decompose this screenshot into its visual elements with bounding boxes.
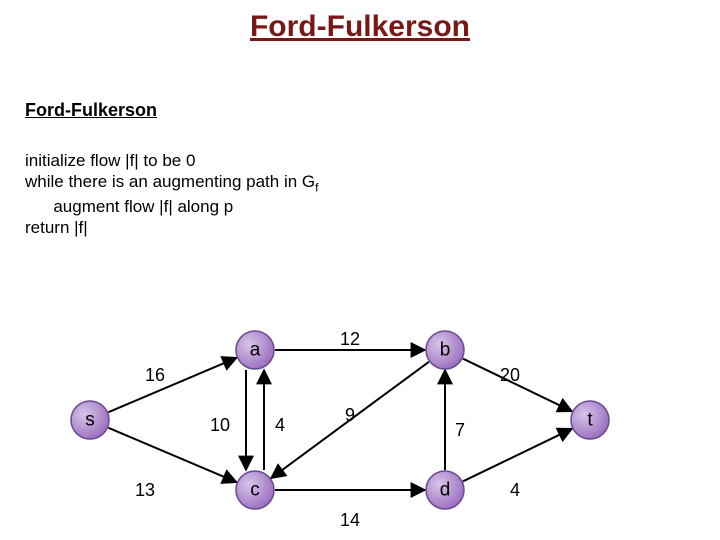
edge-label-a-c: 10: [210, 415, 230, 436]
pseudocode-line: while there is an augmenting path in Gf: [25, 171, 318, 195]
node-label-c: c: [250, 480, 260, 501]
pseudocode-block: initialize flow |f| to be 0while there i…: [25, 150, 318, 238]
pseudocode-line: augment flow |f| along p: [25, 196, 318, 217]
edge-label-d-b: 7: [455, 420, 465, 441]
pseudocode-line: return |f|: [25, 217, 318, 238]
node-label-b: b: [440, 340, 451, 361]
edge-label-c-a: 4: [275, 415, 285, 436]
algorithm-name: Ford-Fulkerson: [25, 100, 157, 121]
edge-label-s-c: 13: [135, 480, 155, 501]
node-label-t: t: [587, 410, 593, 431]
page-title: Ford-Fulkerson: [0, 10, 720, 44]
flow-network-graph: sacbdt 1613122014479410: [60, 315, 620, 525]
slide: { "title": { "text": "Ford-Fulkerson", "…: [0, 0, 720, 540]
pseudocode-line: initialize flow |f| to be 0: [25, 150, 318, 171]
node-label-a: a: [250, 340, 261, 361]
edge-label-a-b: 12: [340, 329, 360, 350]
edge-d-t: [463, 429, 572, 482]
edge-label-b-t: 20: [500, 365, 520, 386]
edge-label-c-d: 14: [340, 510, 360, 531]
edge-label-b-c: 9: [345, 405, 355, 426]
node-label-d: d: [440, 480, 451, 501]
edge-label-d-t: 4: [510, 480, 520, 501]
node-label-s: s: [85, 410, 95, 431]
edge-s-a: [108, 358, 236, 412]
edge-label-s-a: 16: [145, 365, 165, 386]
